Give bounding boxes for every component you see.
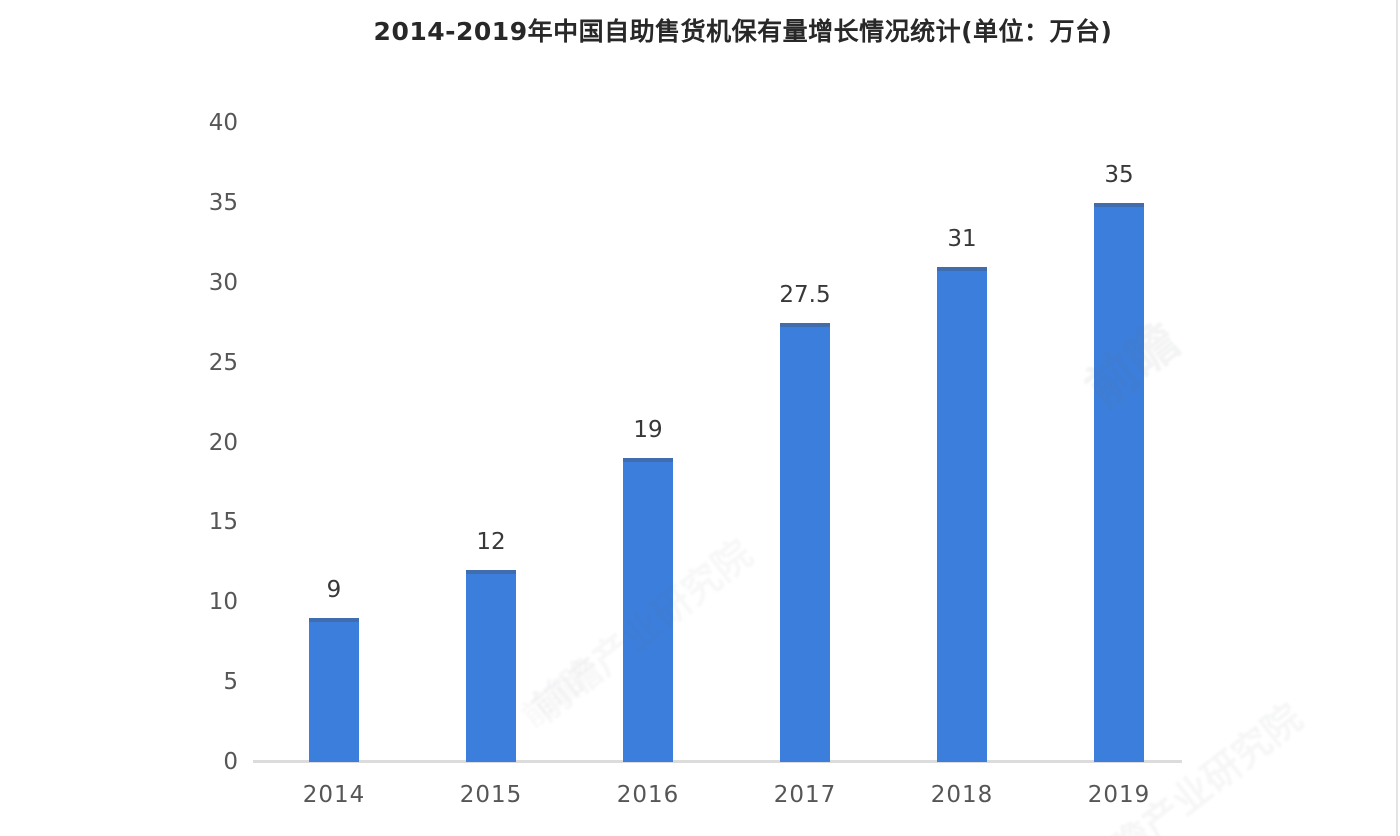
watermark-text: 前瞻产 [511, 645, 609, 735]
bar-2015 [466, 570, 516, 762]
y-axis-tick-label: 15 [208, 509, 238, 536]
bar-value-label: 27.5 [779, 281, 831, 308]
bar-value-label: 19 [633, 417, 663, 444]
bar-value-label: 9 [326, 577, 342, 604]
y-axis-tick-label: 5 [223, 669, 238, 696]
bar-value-label: 35 [1104, 161, 1134, 188]
x-axis-tick-label: 2016 [616, 782, 680, 808]
x-axis-tick-label: 2015 [459, 782, 523, 808]
bar-2019 [1094, 202, 1144, 762]
y-axis-tick-label: 35 [208, 189, 238, 216]
page-right-edge-line [1396, 0, 1398, 836]
bar-value-label: 31 [947, 225, 977, 252]
x-axis-tick-label: 2018 [930, 782, 994, 808]
chart-title: 2014-2019年中国自助售货机保有量增长情况统计(单位：万台) [373, 17, 1113, 46]
x-axis-tick-label: 2019 [1087, 782, 1151, 808]
y-axis-tick-label: 10 [208, 589, 238, 616]
y-axis-tick-label: 20 [208, 429, 238, 456]
x-axis-tick-label: 2017 [773, 782, 837, 808]
x-axis-tick-label: 2014 [302, 782, 366, 808]
bar-2016 [623, 458, 673, 762]
bar-2018 [937, 266, 987, 762]
y-axis-tick-label: 25 [208, 349, 238, 376]
y-axis-tick-label: 40 [208, 110, 238, 136]
bar-2014 [309, 618, 359, 762]
y-axis-tick-label: 30 [208, 269, 238, 296]
bar-2017 [780, 322, 830, 762]
x-axis-line [253, 760, 1182, 763]
y-axis-tick-label: 0 [223, 749, 238, 775]
bar-value-label: 12 [476, 529, 506, 556]
